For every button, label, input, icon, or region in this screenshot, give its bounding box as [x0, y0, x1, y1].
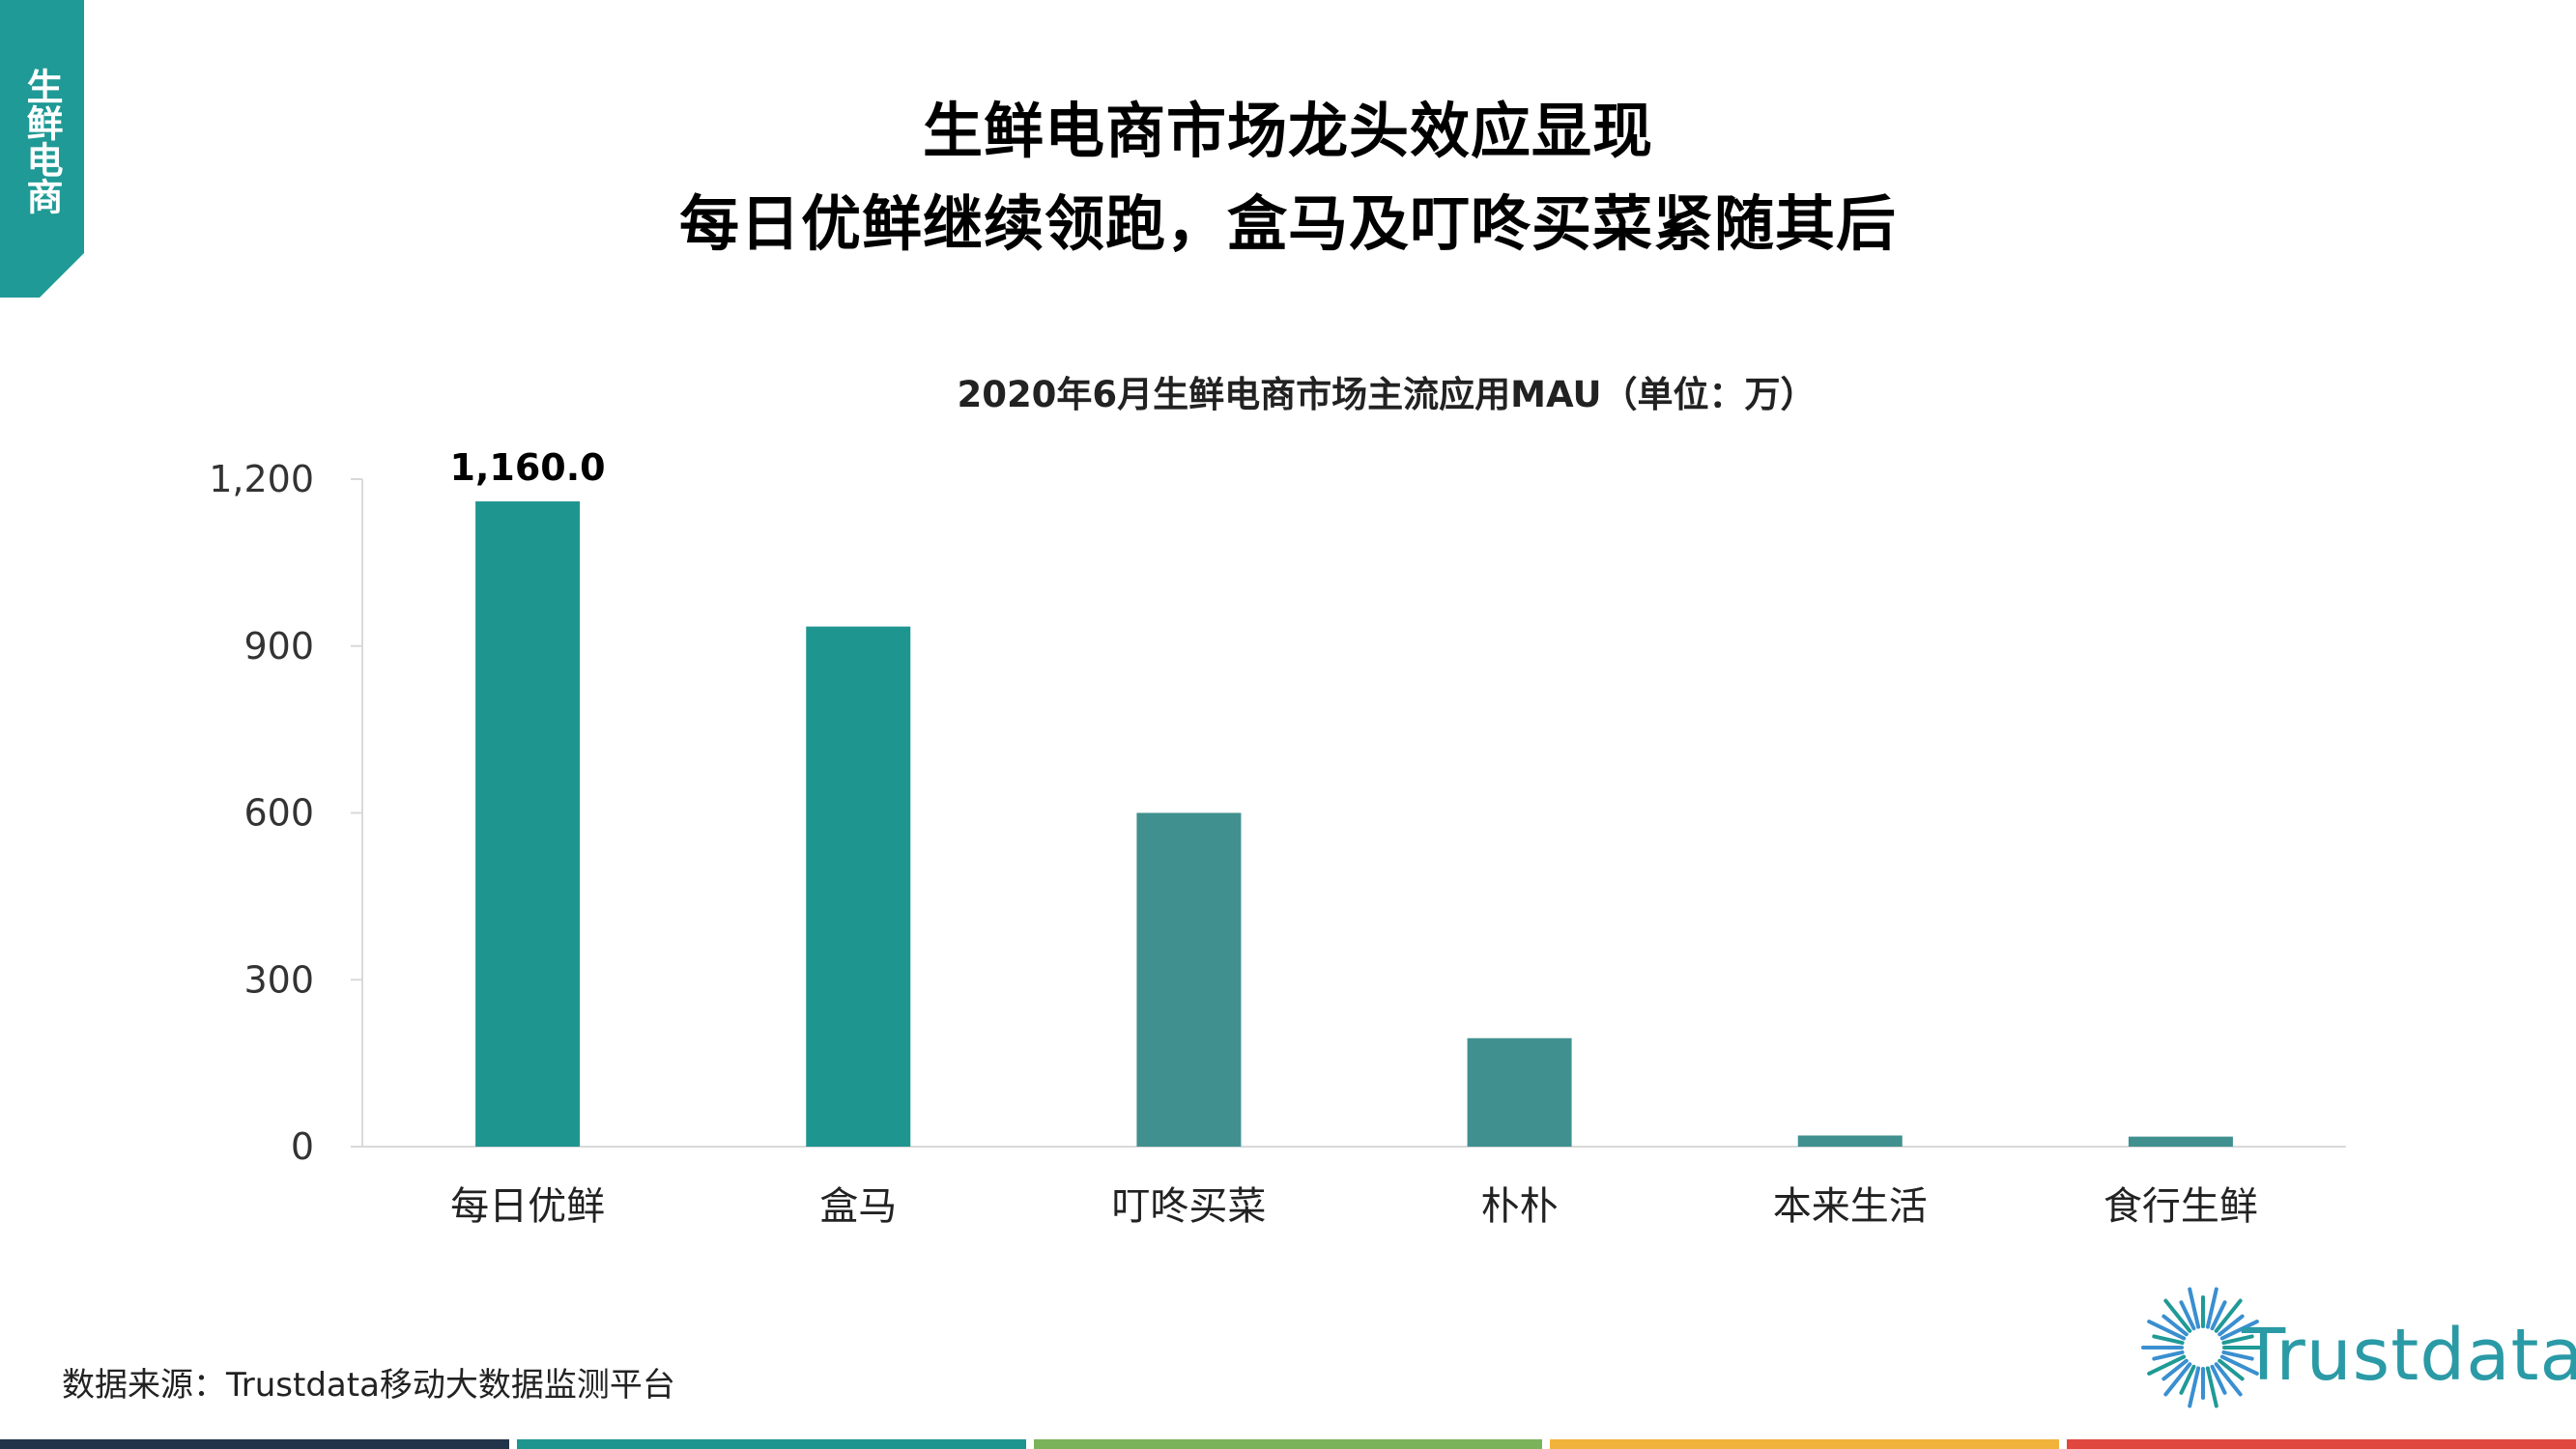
chart-title: 2020年6月生鲜电商市场主流应用MAU（单位：万）: [957, 374, 1817, 415]
logo-ray: [2188, 1287, 2201, 1329]
logo-ray: [2161, 1314, 2189, 1337]
logo-ray: [2188, 1366, 2201, 1408]
bottom-bar-segment: [1550, 1439, 2060, 1449]
logo-ray: [2179, 1300, 2196, 1331]
logo-ray: [2210, 1300, 2227, 1331]
bottom-bar-segment: [0, 1439, 509, 1449]
section-tag: 生鲜电商: [0, 0, 84, 298]
y-axis: 0 300 600 900 1,200: [209, 458, 2346, 1168]
x-category-label: 叮咚买菜: [1111, 1184, 1266, 1229]
page-title: 生鲜电商市场龙头效应显现 每日优鲜继续领跑，盒马及叮咚买菜紧随其后: [0, 85, 2576, 270]
bar: [806, 626, 911, 1147]
x-category-label: 食行生鲜: [2104, 1184, 2258, 1229]
bar: [2128, 1136, 2233, 1147]
y-tick-label: 1,200: [209, 458, 314, 500]
bottom-color-bar: [0, 1439, 2576, 1449]
section-tag-shape: [0, 0, 84, 298]
logo-ray: [2210, 1364, 2227, 1395]
trustdata-logo-icon: [2141, 1287, 2265, 1408]
x-category-label: 本来生活: [1773, 1184, 1928, 1229]
bottom-bar-segment: [516, 1439, 1026, 1449]
bar: [1136, 812, 1242, 1147]
y-tick-label: 600: [243, 792, 314, 835]
logo-ray: [2205, 1366, 2218, 1408]
bar-data-label: 1,160.0: [450, 446, 606, 489]
x-category-label: 每日优鲜: [450, 1184, 605, 1229]
title-line-2: 每日优鲜继续领跑，盒马及叮咚买菜紧随其后: [678, 188, 1897, 259]
trustdata-logo-text: Trustdata: [2242, 1314, 2576, 1397]
logo-ray: [2214, 1362, 2243, 1397]
logo-ray: [2221, 1334, 2254, 1346]
y-tick-label: 0: [291, 1125, 314, 1168]
x-axis-labels: 每日优鲜 盒马 叮咚买菜 朴朴 本来生活 食行生鲜: [450, 1184, 2258, 1229]
logo-ray: [2218, 1358, 2245, 1381]
section-tag-label: 生鲜电商: [20, 68, 63, 214]
logo-ray: [2161, 1358, 2189, 1381]
logo-ray: [2163, 1362, 2192, 1397]
logo-ray: [2152, 1350, 2185, 1361]
title-line-1: 生鲜电商市场龙头效应显现: [922, 96, 1653, 166]
logo-ray: [2163, 1298, 2192, 1333]
logo-ray: [2179, 1364, 2196, 1395]
data-source-note: 数据来源：Trustdata移动大数据监测平台: [62, 1366, 675, 1405]
bottom-bar-segment: [2067, 1439, 2576, 1449]
y-tick-label: 300: [243, 958, 314, 1001]
logo-ray: [2218, 1314, 2245, 1337]
logo-ray: [2147, 1354, 2187, 1376]
logo-ray: [2152, 1334, 2185, 1346]
bar: [1797, 1135, 1903, 1147]
x-category-label: 朴朴: [1481, 1184, 1559, 1229]
logo-ray: [2221, 1350, 2254, 1361]
bar: [1467, 1037, 1572, 1147]
y-tick-label: 900: [243, 625, 314, 668]
data-labels: 1,160.0: [450, 446, 606, 489]
logo-ray: [2147, 1320, 2187, 1341]
logo-ray: [2205, 1287, 2218, 1329]
bottom-bar-segment: [1033, 1439, 1543, 1449]
bars: [475, 501, 2233, 1147]
logo-ray: [2219, 1354, 2259, 1376]
x-category-label: 盒马: [819, 1184, 897, 1229]
logo-ray: [2219, 1320, 2259, 1341]
logo-ray: [2214, 1298, 2243, 1333]
bar: [475, 501, 581, 1147]
